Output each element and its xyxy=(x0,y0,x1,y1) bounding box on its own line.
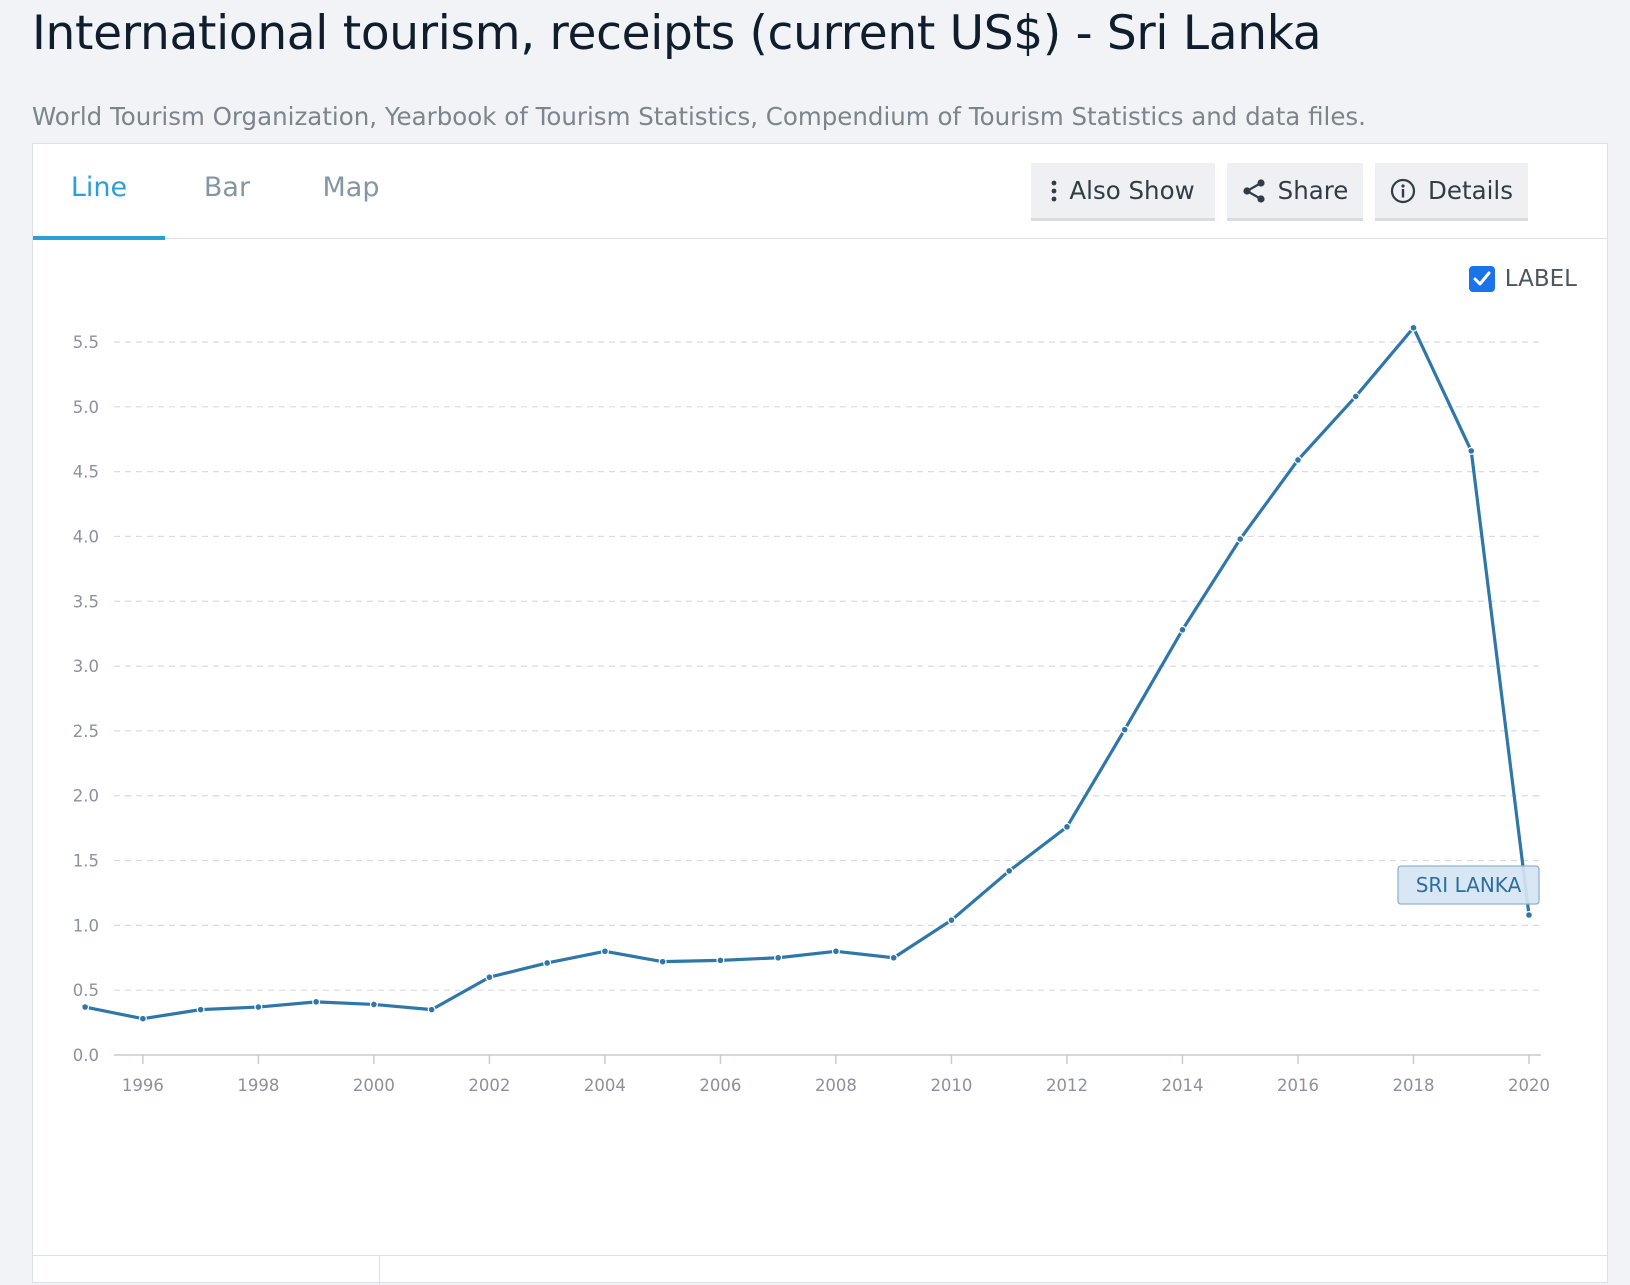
info-icon xyxy=(1390,178,1416,204)
series-label: SRI LANKA xyxy=(1416,873,1522,897)
series-line-sri-lanka xyxy=(84,326,1531,1021)
data-point xyxy=(196,1005,205,1014)
y-tick-label: 1.0 xyxy=(73,916,99,935)
bottom-divider xyxy=(379,1255,380,1285)
kebab-icon xyxy=(1051,180,1057,202)
data-point xyxy=(1236,535,1245,544)
y-tick-label: 1.5 xyxy=(73,852,99,871)
share-label: Share xyxy=(1277,176,1349,205)
data-point xyxy=(658,957,667,966)
also-show-label: Also Show xyxy=(1069,176,1195,205)
x-tick-label: 2000 xyxy=(353,1076,395,1095)
chart-card: Line Bar Map Also Show Share Details LAB… xyxy=(32,143,1608,1285)
y-tick-label: 3.0 xyxy=(73,657,99,676)
also-show-button[interactable]: Also Show xyxy=(1031,163,1215,221)
label-toggle[interactable]: LABEL xyxy=(1468,266,1577,292)
x-tick-label: 2008 xyxy=(815,1076,857,1095)
data-point xyxy=(485,973,494,982)
label-checkbox[interactable] xyxy=(1468,266,1495,292)
x-tick-label: 2010 xyxy=(930,1076,972,1095)
data-point xyxy=(1120,725,1129,734)
y-tick-label: 0.5 xyxy=(73,981,99,1000)
y-tick-label: 4.0 xyxy=(73,527,99,546)
x-tick-label: 2002 xyxy=(468,1076,510,1095)
page-title: International tourism, receipts (current… xyxy=(32,6,1322,61)
data-point xyxy=(1062,822,1071,831)
data-point xyxy=(138,1014,147,1023)
share-icon xyxy=(1242,178,1266,204)
data-point xyxy=(369,1000,378,1009)
tab-line[interactable]: Line xyxy=(33,144,165,240)
data-point xyxy=(427,1005,436,1014)
details-label: Details xyxy=(1428,176,1513,205)
x-tick-label: 2020 xyxy=(1508,1076,1550,1095)
y-tick-label: 4.5 xyxy=(73,463,99,482)
details-button[interactable]: Details xyxy=(1375,163,1528,221)
data-point xyxy=(1409,323,1418,332)
y-tick-label: 5.5 xyxy=(73,333,99,352)
data-point xyxy=(1293,455,1302,464)
y-tick-label: 0.0 xyxy=(73,1046,99,1065)
source-subtitle: World Tourism Organization, Yearbook of … xyxy=(32,102,1366,131)
label-toggle-text: LABEL xyxy=(1504,266,1577,292)
data-point xyxy=(1351,392,1360,401)
data-point xyxy=(254,1003,263,1012)
data-point xyxy=(600,947,609,956)
x-tick-label: 1998 xyxy=(237,1076,279,1095)
data-point xyxy=(774,953,783,962)
x-tick-label: 2012 xyxy=(1046,1076,1088,1095)
x-tick-label: 2016 xyxy=(1277,1076,1319,1095)
tab-map[interactable]: Map xyxy=(322,172,380,203)
line-chart: 0.0 0.5 1.0 1.5 2.0 2.5 3.0 3.5 4.0 4.5 5.0 5.5 1996… xyxy=(73,323,1550,1095)
x-tick-label: 2018 xyxy=(1392,1076,1434,1095)
y-tick-label: 3.5 xyxy=(73,592,99,611)
data-point xyxy=(831,947,840,956)
series-label-box xyxy=(1397,865,1540,905)
tab-bar[interactable]: Bar xyxy=(203,172,251,203)
x-tick-label: 2014 xyxy=(1161,1076,1203,1095)
y-tick-label: 5.0 xyxy=(73,398,99,417)
share-button[interactable]: Share xyxy=(1227,163,1363,221)
x-tick-label: 2006 xyxy=(699,1076,741,1095)
check-icon xyxy=(1473,271,1491,286)
chart-tab-bar: Line Bar Map Also Show Share Details xyxy=(33,144,1607,240)
data-point xyxy=(716,956,725,965)
data-point xyxy=(1524,910,1533,919)
data-point xyxy=(543,958,552,967)
data-point xyxy=(889,953,898,962)
x-tick-label: 1996 xyxy=(122,1076,164,1095)
bottom-panel xyxy=(33,1255,1607,1285)
y-tick-label: 2.0 xyxy=(73,787,99,806)
data-point xyxy=(81,1003,90,1012)
x-tick-label: 2004 xyxy=(584,1076,626,1095)
data-point xyxy=(947,916,956,925)
y-tick-label: 2.5 xyxy=(73,722,99,741)
data-point xyxy=(1178,625,1187,634)
data-point xyxy=(312,997,321,1006)
data-point xyxy=(1005,866,1014,875)
data-point xyxy=(1467,446,1476,455)
